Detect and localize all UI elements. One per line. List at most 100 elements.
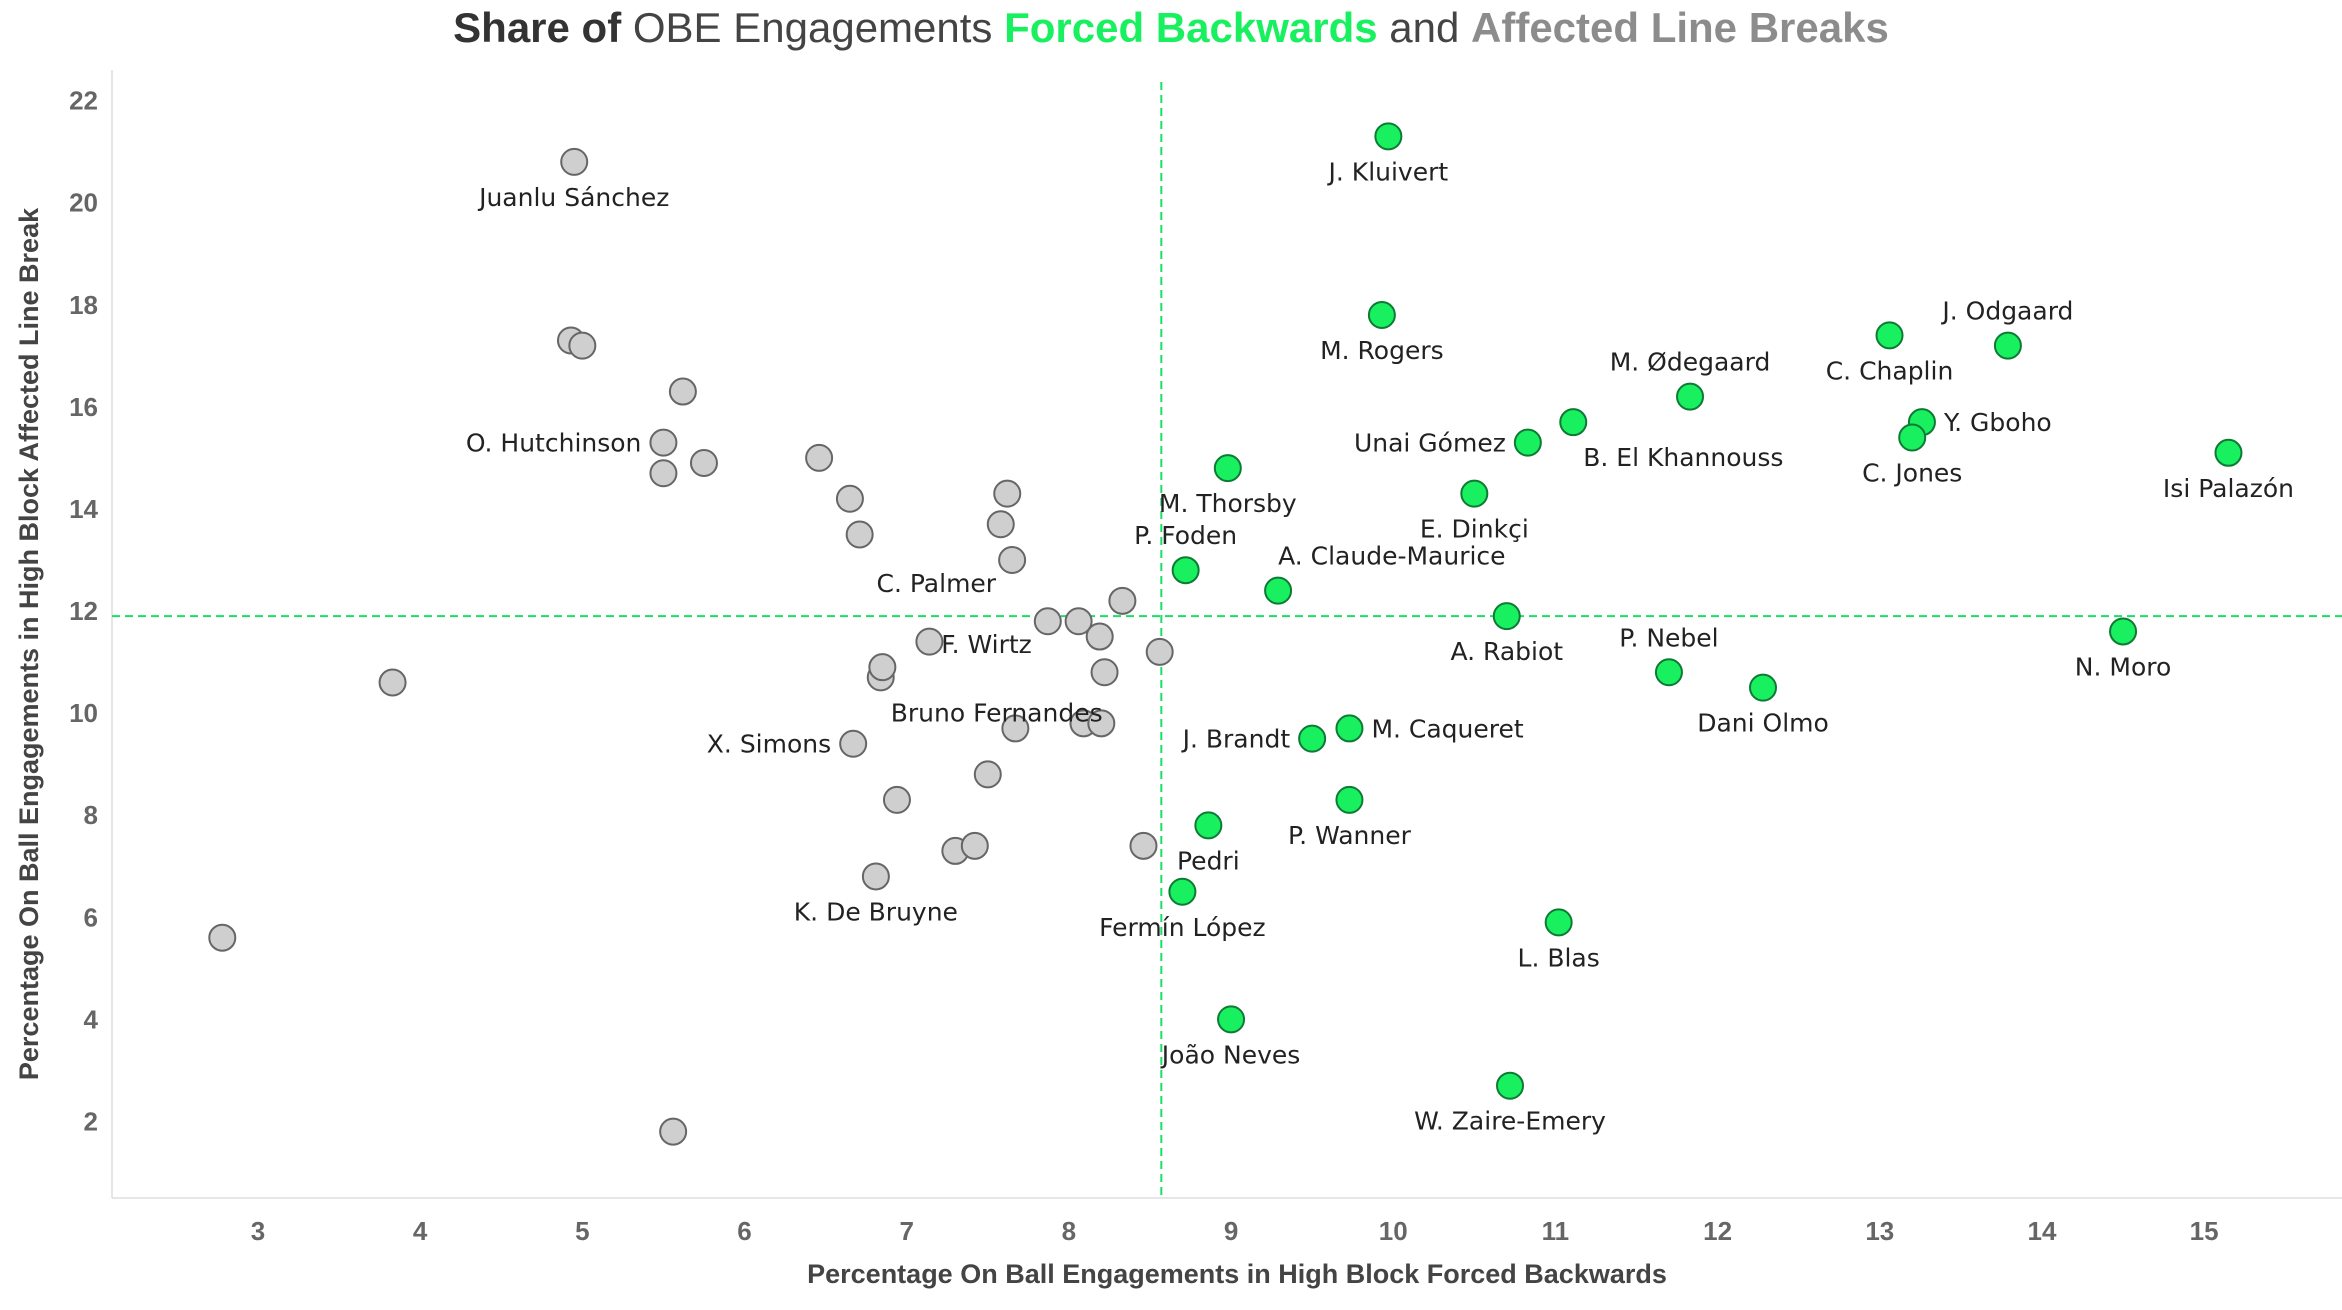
grey-point — [649, 459, 678, 488]
y-tick-label: 6 — [84, 902, 98, 932]
point-label: C. Chaplin — [1826, 356, 1954, 385]
highlight-point — [1374, 122, 1403, 151]
x-tick-label: 7 — [899, 1216, 913, 1246]
title-part-affected-line-breaks: Affected Line Breaks — [1471, 4, 1889, 51]
highlight-point — [1367, 300, 1396, 329]
tick-labels: 3 4 5 6 7 8 9 10 11 12 13 14 15 2 4 6 8 10 12 14 16 18 20 22 — [69, 86, 2219, 1246]
point-label: Y. Gboho — [1943, 408, 2052, 437]
y-tick-label: 2 — [84, 1106, 98, 1136]
highlight-point — [2109, 617, 2138, 646]
highlight-point — [1264, 576, 1293, 605]
y-tick-label: 16 — [69, 392, 98, 422]
x-tick-label: 13 — [1865, 1216, 1894, 1246]
grey-point — [993, 479, 1022, 508]
x-tick-label: 3 — [251, 1216, 265, 1246]
grey-point — [986, 510, 1015, 539]
point-labels: J. Kluivert M. Rogers M. Ødegaard C. Chapli… — [466, 157, 2294, 1135]
highlight-point — [1875, 321, 1904, 350]
grey-point — [668, 377, 697, 406]
point-label: L. Blas — [1518, 943, 1600, 972]
title-part-obe-engagements: OBE Engagements — [632, 4, 993, 51]
x-tick-label: 11 — [1542, 1216, 1570, 1246]
grey-point — [649, 428, 678, 457]
highlight-point — [1335, 714, 1364, 743]
grey-point — [835, 484, 864, 513]
grey-point — [1090, 658, 1119, 687]
x-tick-label: 6 — [737, 1216, 751, 1246]
highlight-point — [1171, 556, 1200, 585]
point-label: A. Rabiot — [1450, 637, 1563, 666]
point-label: M. Ødegaard — [1610, 348, 1771, 377]
y-tick-label: 10 — [69, 698, 98, 728]
grey-point — [915, 627, 944, 656]
y-axis-title: Percentage On Ball Engagements in High B… — [14, 207, 44, 1080]
y-tick-label: 12 — [69, 596, 98, 626]
highlight-point — [1676, 382, 1705, 411]
grey-point — [973, 760, 1002, 789]
grey-point — [1108, 586, 1137, 615]
x-tick-label: 5 — [575, 1216, 589, 1246]
highlight-point — [1654, 658, 1683, 687]
reference-lines — [112, 82, 2342, 1198]
point-label: Juanlu Sánchez — [477, 183, 669, 212]
point-label: Bruno Fernandes — [891, 698, 1103, 727]
point-label: M. Rogers — [1320, 336, 1444, 365]
grey-point — [208, 923, 237, 952]
grey-point — [560, 147, 589, 176]
grey-point — [1085, 622, 1114, 651]
y-tick-label: 18 — [69, 290, 98, 320]
grey-point — [960, 831, 989, 860]
point-label: Fermín López — [1099, 913, 1265, 942]
point-label: J. Kluivert — [1327, 157, 1449, 186]
point-label: C. Palmer — [877, 569, 997, 598]
highlight-point — [1217, 1005, 1246, 1034]
y-tick-label: 20 — [69, 188, 98, 218]
highlight-point — [1460, 479, 1489, 508]
y-tick-label: 8 — [84, 800, 98, 830]
grey-point — [805, 443, 834, 472]
highlight-point — [1168, 877, 1197, 906]
title-part-and: and — [1389, 4, 1460, 51]
highlight-point — [1559, 408, 1588, 437]
highlight-point — [1513, 428, 1542, 457]
point-label: W. Zaire-Emery — [1414, 1107, 1606, 1136]
y-tick-label: 14 — [69, 494, 98, 524]
grey-point — [845, 520, 874, 549]
grey-point — [1001, 714, 1030, 743]
highlight-point — [1993, 331, 2022, 360]
grey-point — [1087, 709, 1116, 738]
grey-point — [1064, 607, 1093, 636]
point-label: Dani Olmo — [1697, 709, 1829, 738]
point-label: A. Claude-Maurice — [1278, 542, 1505, 571]
point-label: João Neves — [1160, 1040, 1301, 1069]
highlight-point — [1335, 785, 1364, 814]
point-label: P. Foden — [1134, 521, 1237, 550]
grey-point — [378, 668, 407, 697]
x-tick-label: 12 — [1703, 1216, 1732, 1246]
highlight-point — [2214, 438, 2243, 467]
grey-point — [689, 449, 718, 478]
highlight-point — [1213, 454, 1242, 483]
data-points — [208, 122, 2243, 1146]
grey-point — [839, 729, 868, 758]
point-label: C. Jones — [1862, 458, 1962, 487]
point-label: M. Caqueret — [1371, 714, 1523, 743]
point-label: E. Dinkçi — [1420, 515, 1529, 544]
highlight-point — [1749, 673, 1778, 702]
highlight-point — [1492, 602, 1521, 631]
point-label: F. Wirtz — [941, 630, 1032, 659]
x-tick-label: 9 — [1224, 1216, 1238, 1246]
point-label: M. Thorsby — [1159, 489, 1297, 518]
point-label: B. El Khannouss — [1583, 443, 1783, 472]
grey-point — [1129, 831, 1158, 860]
x-tick-label: 15 — [2190, 1216, 2219, 1246]
point-label: P. Nebel — [1619, 623, 1718, 652]
highlight-point — [1898, 423, 1927, 452]
highlight-point — [1298, 724, 1327, 753]
grey-point — [882, 785, 911, 814]
grey-point — [1145, 637, 1174, 666]
y-tick-label: 4 — [84, 1004, 99, 1034]
title-part-share-of: Share of — [453, 4, 622, 51]
x-tick-label: 10 — [1379, 1216, 1408, 1246]
